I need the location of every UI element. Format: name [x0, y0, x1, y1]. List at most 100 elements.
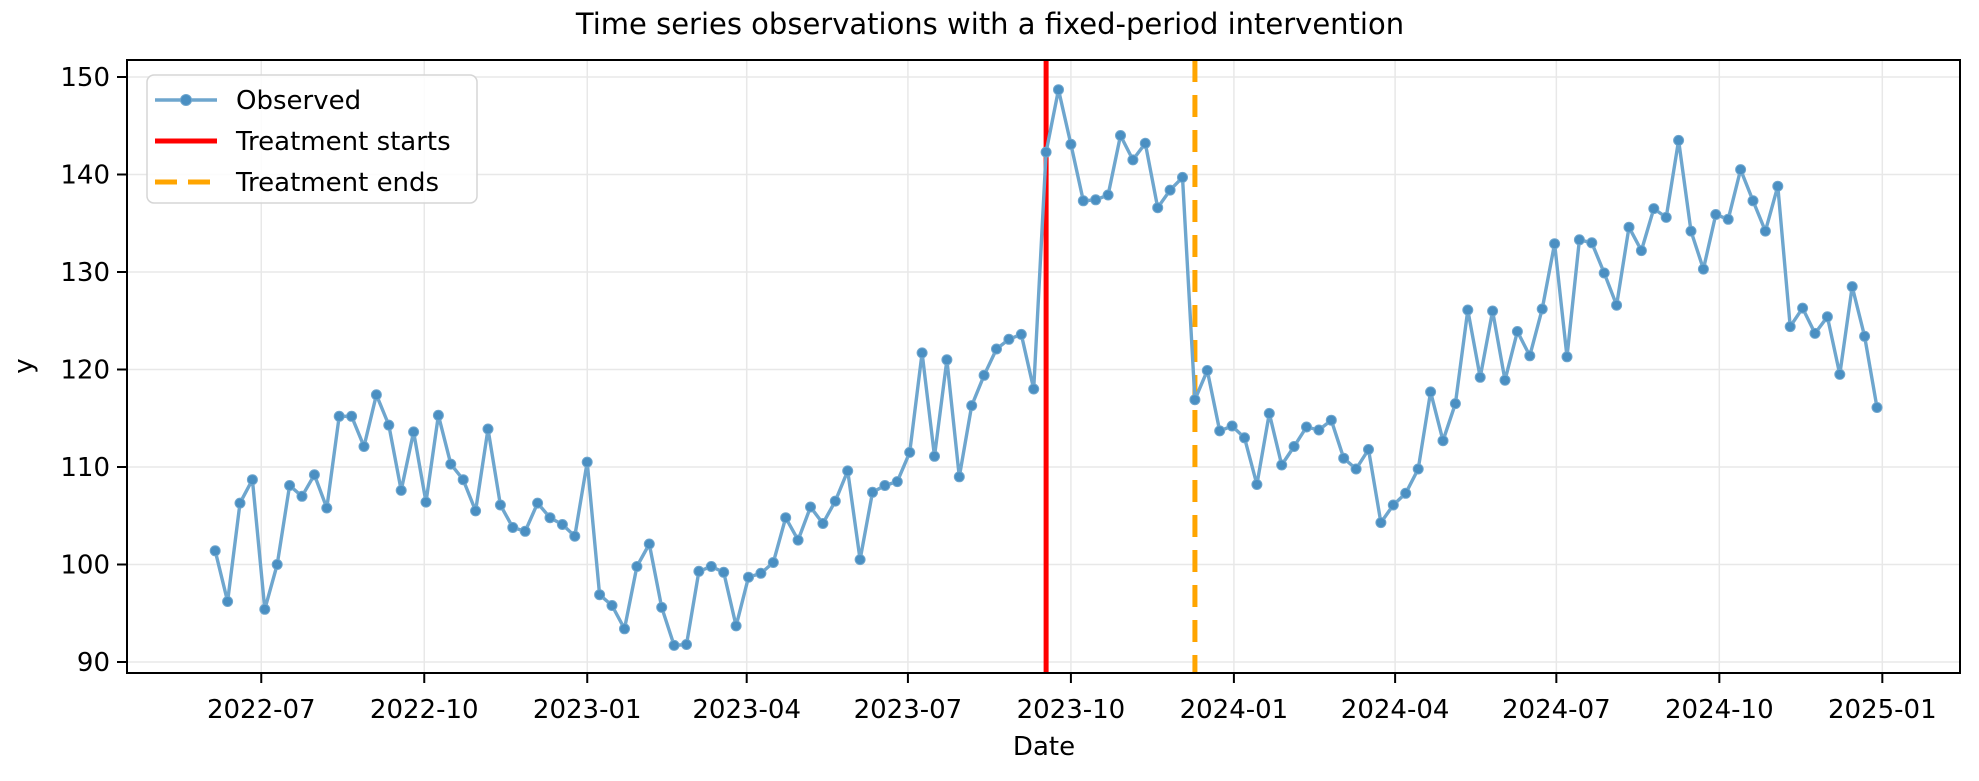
x-tick-label: 2023-04 [692, 695, 801, 725]
observed-marker [1214, 425, 1226, 437]
x-tick-label: 2024-04 [1341, 695, 1450, 725]
observed-marker [420, 496, 432, 508]
legend-item-treatment-starts: Treatment starts [155, 127, 451, 157]
x-tick-label: 2024-07 [1502, 695, 1611, 725]
legend-item-treatment-ends: Treatment ends [155, 168, 439, 198]
legend: Observed Treatment starts Treatment ends [146, 74, 478, 204]
observed-marker [854, 554, 866, 566]
legend-box [146, 74, 478, 204]
observed-marker [1821, 311, 1833, 323]
observed-marker [1040, 146, 1052, 158]
observed-marker [333, 410, 345, 422]
observed-marker [1611, 299, 1623, 311]
observed-marker [308, 469, 320, 481]
observed-marker [1586, 237, 1598, 249]
observed-marker [1846, 281, 1858, 293]
x-tick-label: 2022-10 [370, 695, 479, 725]
observed-marker [743, 571, 754, 583]
observed-marker [966, 400, 978, 412]
observed-marker [1598, 267, 1610, 279]
chart-title: Time series observations with a fixed-pe… [575, 7, 1404, 41]
y-tick-label: 100 [60, 551, 110, 581]
observed-marker [1189, 394, 1201, 406]
observed-marker [978, 369, 990, 381]
observed-marker [929, 450, 940, 462]
observed-marker [1722, 213, 1734, 225]
observed-marker [1177, 171, 1188, 183]
observed-marker [1003, 333, 1015, 345]
x-tick-label: 2024-01 [1180, 695, 1289, 725]
observed-marker [829, 495, 841, 507]
x-tick-label: 2023-07 [854, 695, 963, 725]
observed-marker [556, 519, 568, 530]
observed-marker [705, 561, 717, 572]
observed-marker [891, 476, 903, 488]
observed-marker [1350, 463, 1362, 475]
observed-marker [693, 565, 705, 577]
observed-marker [1077, 195, 1089, 207]
observed-marker [284, 480, 296, 491]
observed-marker [544, 512, 556, 524]
legend-label-treatment-ends: Treatment ends [235, 168, 439, 198]
observed-marker [1549, 238, 1561, 250]
observed-marker [1797, 302, 1809, 314]
observed-marker [1102, 189, 1114, 201]
observed-marker [1462, 304, 1474, 316]
legend-label-observed: Observed [236, 86, 361, 116]
observed-series-layer [209, 84, 1883, 651]
observed-marker [1623, 221, 1635, 233]
y-tick-label: 130 [60, 258, 110, 288]
observed-marker [296, 490, 308, 502]
observed-marker [234, 497, 246, 509]
observed-marker [222, 596, 234, 607]
observed-marker [1536, 303, 1548, 315]
observed-marker [1784, 321, 1796, 333]
observed-marker [271, 559, 283, 570]
observed-marker [1276, 459, 1288, 471]
observed-marker [1673, 134, 1685, 146]
y-tick-label: 120 [60, 356, 110, 386]
observed-marker [569, 530, 581, 542]
observed-marker [209, 545, 221, 557]
axes-layer [117, 59, 1961, 683]
observed-marker [470, 505, 482, 517]
observed-marker [1573, 234, 1585, 246]
observed-marker [656, 601, 668, 613]
observed-marker [941, 354, 953, 366]
observed-marker [1226, 420, 1238, 432]
observed-marker [1747, 195, 1759, 207]
observed-marker [792, 534, 804, 546]
observed-marker [532, 497, 544, 509]
tick-labels-layer: 90 100 110 120 130 140 150 2022-07 2022-10 2023-0… [60, 63, 1936, 725]
observed-marker [1028, 383, 1040, 395]
observed-marker [1648, 203, 1660, 215]
observed-marker [1834, 368, 1846, 380]
observed-marker [1288, 441, 1300, 452]
observed-marker [1449, 398, 1461, 410]
observed-marker [1325, 414, 1337, 426]
observed-marker [730, 620, 742, 632]
observed-marker [1735, 164, 1747, 176]
observed-marker [1090, 194, 1102, 206]
y-tick-label: 110 [60, 453, 110, 483]
observed-marker [507, 522, 519, 533]
legend-item-observed: Observed [155, 86, 361, 116]
observed-marker [1065, 138, 1077, 150]
observed-marker [619, 623, 630, 635]
observed-marker [445, 458, 457, 470]
observed-marker [842, 465, 854, 477]
observed-marker [1437, 435, 1449, 447]
observed-marker [321, 502, 333, 514]
observed-marker [1859, 330, 1871, 342]
observed-marker [594, 589, 606, 601]
plot-border [126, 59, 1961, 674]
observed-marker [1635, 245, 1647, 257]
observed-marker [1164, 184, 1176, 196]
observed-marker [1487, 305, 1499, 317]
x-tick-label: 2022-07 [207, 695, 316, 725]
observed-marker [668, 639, 680, 651]
observed-marker [991, 343, 1002, 355]
observed-marker [1338, 452, 1350, 464]
observed-marker [246, 474, 258, 486]
